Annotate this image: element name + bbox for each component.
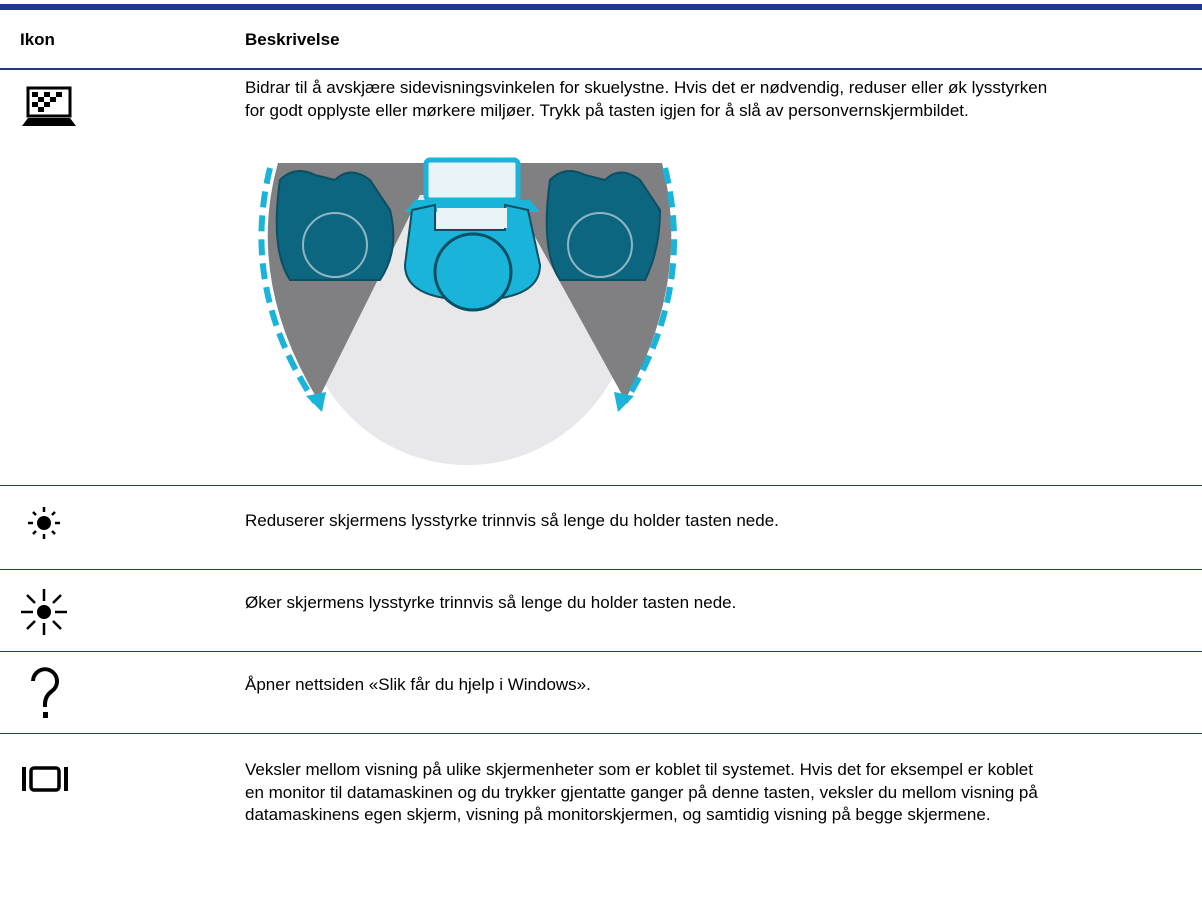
- description-line: datamaskinens egen skjerm, visning på mo…: [245, 805, 991, 824]
- description-line: for godt opplyste eller mørkere miljøer.…: [245, 100, 969, 120]
- row-rule: [0, 651, 1202, 652]
- row-rule: [0, 733, 1202, 734]
- row-rule: [0, 485, 1202, 486]
- description-line: Øker skjermens lysstyrke trinnvis så len…: [245, 593, 737, 612]
- column-header: Beskrivelse: [245, 30, 340, 49]
- header-rule: [0, 68, 1202, 70]
- privacy-icon: [22, 86, 76, 126]
- privacy-illustration: [258, 157, 677, 465]
- description-line: Bidrar til å avskjære sidevisningsvinkel…: [245, 78, 1048, 97]
- row-rule: [0, 569, 1202, 570]
- description-line: en monitor til datamaskinen og du trykke…: [245, 782, 1038, 802]
- description-line: Veksler mellom visning på ulike skjermen…: [245, 760, 1033, 779]
- brightness-down-icon: [28, 507, 60, 539]
- description-line: Åpner nettsiden «Slik får du hjelp i Win…: [245, 675, 591, 694]
- column-header: Ikon: [20, 30, 55, 49]
- help-icon: [31, 667, 59, 718]
- description-line: Reduserer skjermens lysstyrke trinnvis s…: [245, 511, 779, 530]
- brightness-up-icon: [21, 589, 67, 635]
- top-bar: [0, 4, 1202, 10]
- display-switch-icon: [22, 766, 68, 792]
